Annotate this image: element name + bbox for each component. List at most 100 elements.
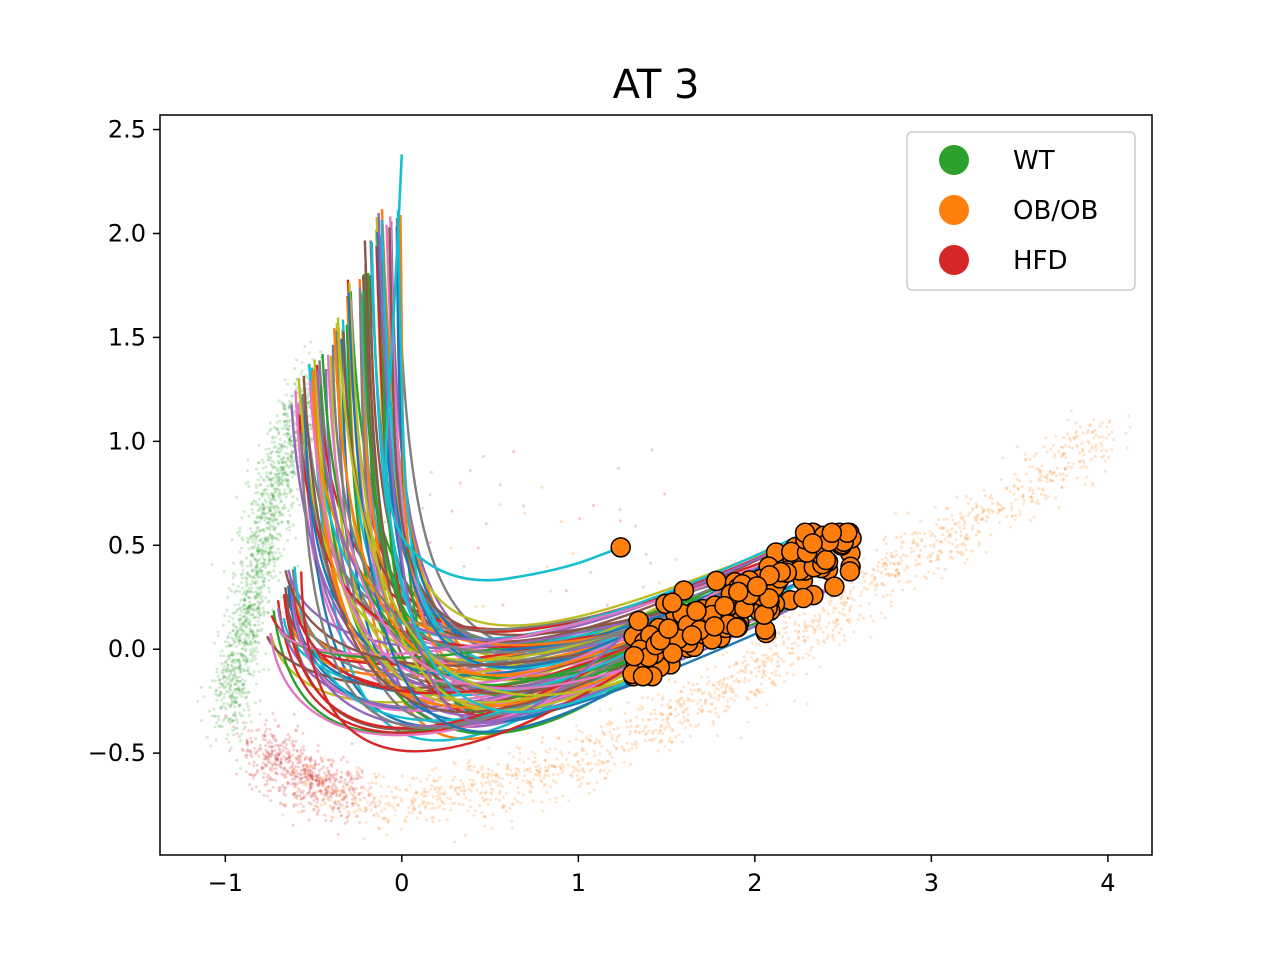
scatter-point-wt bbox=[256, 551, 260, 555]
scatter-point-hfd bbox=[277, 724, 281, 728]
scatter-point-wt bbox=[237, 711, 241, 715]
scatter-point-ob-ob bbox=[575, 774, 579, 778]
scatter-point-wt bbox=[269, 427, 273, 431]
scatter-point-ob-ob bbox=[1094, 443, 1098, 447]
scatter-point-wt bbox=[251, 511, 255, 515]
scatter-point-ob-ob bbox=[375, 811, 379, 815]
scatter-point-ob-ob bbox=[806, 635, 810, 639]
scatter-point-wt bbox=[288, 455, 292, 459]
scatter-point-hfd bbox=[296, 793, 300, 797]
scatter-point-wt bbox=[280, 427, 284, 431]
scatter-point-wt bbox=[263, 511, 267, 515]
scatter-point-ob-ob bbox=[420, 802, 424, 806]
scatter-point-ob-ob bbox=[779, 657, 783, 661]
scatter-point-ob-ob bbox=[890, 554, 894, 558]
scatter-point-hfd bbox=[288, 754, 292, 758]
scatter-point-hfd bbox=[304, 772, 308, 776]
scatter-point-ob-ob bbox=[974, 533, 978, 537]
scatter-point-hfd bbox=[237, 735, 241, 739]
scatter-point-ob-ob bbox=[349, 791, 353, 795]
scatter-point-ob-ob bbox=[1037, 502, 1041, 506]
scatter-point-hfd bbox=[279, 760, 283, 764]
scatter-point-wt bbox=[242, 607, 246, 611]
scatter-point-wt bbox=[253, 596, 257, 600]
scatter-point-hfd bbox=[245, 741, 249, 745]
scatter-point-wt bbox=[240, 628, 244, 632]
scatter-point-ob-ob bbox=[936, 566, 940, 570]
scatter-point-wt bbox=[266, 600, 270, 604]
scatter-point-wt bbox=[276, 493, 280, 497]
scatter-point-ob-ob bbox=[931, 551, 935, 555]
scatter-point-wt bbox=[285, 382, 289, 386]
scatter-point-hfd bbox=[316, 813, 320, 817]
scatter-point-wt bbox=[235, 630, 239, 634]
scatter-point-ob-ob bbox=[612, 727, 616, 731]
scatter-point-ob-ob bbox=[923, 545, 927, 549]
scatter-point-ob-ob bbox=[459, 778, 463, 782]
scatter-point-wt bbox=[243, 639, 247, 643]
scatter-point-hfd bbox=[345, 793, 349, 797]
scatter-point-ob-ob bbox=[357, 766, 361, 770]
scatter-point-ob-ob bbox=[757, 669, 761, 673]
scatter-point-wt bbox=[242, 708, 246, 712]
scatter-point-wt bbox=[236, 584, 240, 588]
scatter-point-hfd bbox=[307, 801, 311, 805]
scatter-point-wt bbox=[275, 414, 279, 418]
scatter-point-ob-ob bbox=[378, 799, 382, 803]
scatter-point-ob-ob bbox=[682, 699, 686, 703]
scatter-point-ob-ob bbox=[974, 515, 978, 519]
scatter-point-wt bbox=[271, 436, 275, 440]
scatter-point-wt bbox=[228, 644, 232, 648]
scatter-point-wt bbox=[285, 464, 289, 468]
scatter-point-wt bbox=[229, 653, 233, 657]
scatter-point-hfd bbox=[278, 788, 282, 792]
scatter-point-ob-ob bbox=[899, 535, 903, 539]
scatter-point-ob-ob bbox=[876, 569, 880, 573]
scatter-point-wt bbox=[257, 569, 261, 573]
scatter-point-ob-ob bbox=[761, 659, 765, 663]
scatter-point-wt bbox=[247, 596, 251, 600]
scatter-point-wt bbox=[240, 615, 244, 619]
scatter-point-wt bbox=[251, 569, 255, 573]
scatter-point-wt bbox=[291, 463, 295, 467]
scatter-point-hfd bbox=[309, 786, 313, 790]
scatter-point-wt bbox=[272, 525, 276, 529]
scatter-point-ob-ob bbox=[753, 659, 757, 663]
scatter-point-wt bbox=[280, 444, 284, 448]
scatter-point-wt bbox=[283, 426, 287, 430]
scatter-point-hfd bbox=[277, 753, 281, 757]
scatter-point-wt bbox=[250, 508, 254, 512]
scatter-point-ob-ob bbox=[391, 795, 395, 799]
scatter-point-ob-ob bbox=[485, 797, 489, 801]
scatter-point-wt bbox=[243, 691, 247, 695]
scatter-point-ob-ob bbox=[761, 690, 765, 694]
scatter-point-ob-ob bbox=[602, 769, 606, 773]
scatter-point-wt bbox=[257, 604, 261, 608]
scatter-point-ob-ob bbox=[764, 660, 768, 664]
scatter-point-ob-ob bbox=[942, 517, 946, 521]
scatter-point-ob-ob bbox=[651, 732, 655, 736]
y-tick-label: 1.0 bbox=[108, 427, 146, 455]
scatter-point-hfd bbox=[285, 757, 289, 761]
scatter-point-wt bbox=[196, 699, 200, 703]
scatter-point-ob-ob bbox=[953, 522, 957, 526]
scatter-point-ob-ob bbox=[486, 803, 490, 807]
scatter-point-ob-ob bbox=[482, 799, 486, 803]
scatter-point-ob-ob bbox=[717, 715, 721, 719]
scatter-point-wt bbox=[237, 687, 241, 691]
scatter-point-ob-ob bbox=[909, 550, 913, 554]
scatter-point-ob-ob bbox=[577, 729, 581, 733]
scatter-point-ob-ob bbox=[789, 647, 793, 651]
scatter-point-wt bbox=[233, 573, 237, 577]
scatter-point-wt bbox=[254, 634, 258, 638]
scatter-point-wt bbox=[286, 479, 290, 483]
scatter-point-wt bbox=[250, 502, 254, 506]
scatter-point-ob-ob bbox=[305, 763, 309, 767]
scatter-point-ob-ob bbox=[722, 676, 726, 680]
scatter-point-wt bbox=[277, 484, 281, 488]
scatter-point-wt bbox=[285, 445, 289, 449]
scatter-point-wt bbox=[277, 556, 281, 560]
scatter-point-ob-ob bbox=[918, 555, 922, 559]
scatter-point-ob-ob bbox=[928, 559, 932, 563]
scatter-point-ob-ob bbox=[841, 607, 845, 611]
